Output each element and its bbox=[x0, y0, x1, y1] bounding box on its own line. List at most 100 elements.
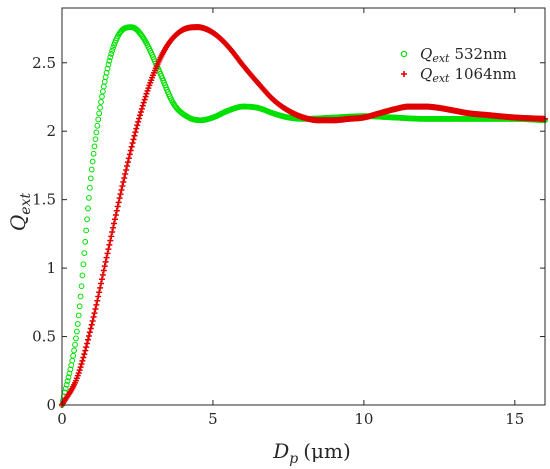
legend-subscript-1064nm: ext bbox=[432, 72, 450, 85]
point-532nm bbox=[95, 116, 102, 123]
point-532nm bbox=[96, 110, 103, 117]
point-1064nm bbox=[144, 87, 151, 94]
point-1064nm bbox=[81, 351, 88, 358]
point-1064nm bbox=[85, 333, 92, 340]
x-tick-label: 10 bbox=[354, 410, 373, 428]
point-1064nm bbox=[139, 102, 146, 109]
legend-name-532nm: 532nm bbox=[454, 45, 507, 63]
point-1064nm bbox=[136, 115, 143, 122]
point-1064nm bbox=[125, 155, 132, 162]
point-1064nm bbox=[131, 132, 138, 139]
x-tick-label: 0 bbox=[57, 410, 67, 428]
point-532nm bbox=[63, 381, 70, 388]
point-1064nm bbox=[103, 254, 110, 261]
point-532nm bbox=[70, 352, 77, 359]
point-1064nm bbox=[102, 258, 109, 265]
point-1064nm bbox=[86, 329, 93, 336]
point-1064nm bbox=[134, 122, 141, 129]
point-532nm bbox=[104, 65, 111, 72]
point-532nm bbox=[64, 378, 71, 384]
point-1064nm bbox=[108, 233, 115, 240]
point-1064nm bbox=[77, 364, 84, 371]
legend-name-1064nm: 1064nm bbox=[454, 65, 516, 83]
point-532nm bbox=[83, 227, 90, 234]
point-1064nm bbox=[137, 109, 144, 116]
point-1064nm bbox=[129, 140, 136, 147]
legend-marker-1064nm bbox=[401, 71, 407, 77]
point-1064nm bbox=[117, 191, 124, 198]
legend-label-1064nm: Qext 1064nm bbox=[420, 65, 517, 85]
point-1064nm bbox=[138, 105, 145, 112]
point-532nm bbox=[91, 143, 98, 150]
point-532nm bbox=[85, 205, 91, 212]
point-1064nm bbox=[79, 357, 86, 364]
point-532nm bbox=[90, 150, 97, 157]
point-1064nm bbox=[137, 112, 144, 119]
plot-frame bbox=[61, 7, 546, 406]
point-532nm bbox=[108, 51, 115, 57]
point-1064nm bbox=[93, 301, 100, 308]
x-tick-label: 15 bbox=[505, 410, 524, 428]
point-532nm bbox=[99, 93, 105, 100]
point-1064nm bbox=[84, 340, 91, 347]
y-axis-symbol: Q bbox=[6, 215, 30, 231]
point-532nm bbox=[87, 175, 94, 182]
point-1064nm bbox=[98, 276, 105, 283]
point-1064nm bbox=[80, 354, 87, 361]
point-532nm bbox=[62, 385, 69, 392]
point-532nm bbox=[73, 335, 79, 342]
point-532nm bbox=[82, 238, 89, 245]
point-1064nm bbox=[143, 90, 150, 97]
point-532nm bbox=[71, 347, 77, 354]
point-532nm bbox=[86, 194, 92, 201]
point-532nm bbox=[84, 216, 90, 223]
point-532nm bbox=[76, 303, 83, 310]
point-1064nm bbox=[132, 129, 139, 136]
point-1064nm bbox=[122, 170, 129, 177]
point-1064nm bbox=[105, 246, 112, 253]
x-axis-subscript: p bbox=[289, 451, 298, 467]
point-532nm bbox=[94, 122, 101, 129]
point-532nm bbox=[75, 312, 82, 319]
point-532nm bbox=[97, 104, 103, 111]
x-tick-label: 5 bbox=[208, 410, 218, 428]
point-532nm bbox=[79, 272, 86, 279]
point-1064nm bbox=[119, 182, 126, 189]
point-532nm bbox=[65, 374, 72, 381]
point-532nm bbox=[106, 57, 113, 64]
point-532nm bbox=[74, 321, 81, 327]
point-1064nm bbox=[88, 321, 95, 328]
legend-symbol-1064nm: Q bbox=[420, 65, 432, 83]
point-532nm bbox=[81, 250, 88, 256]
legend-subscript-532nm: ext bbox=[432, 52, 450, 65]
point-1064nm bbox=[104, 250, 111, 257]
point-532nm bbox=[93, 129, 100, 136]
point-1064nm bbox=[126, 151, 133, 158]
point-532nm bbox=[107, 54, 114, 61]
point-1064nm bbox=[76, 367, 83, 374]
point-532nm bbox=[110, 44, 116, 51]
point-532nm bbox=[73, 328, 80, 335]
point-1064nm bbox=[135, 118, 142, 125]
point-532nm bbox=[89, 158, 96, 165]
point-1064nm bbox=[94, 297, 101, 304]
point-1064nm bbox=[90, 314, 97, 321]
legend-label-532nm: Qext 532nm bbox=[420, 45, 507, 65]
point-1064nm bbox=[97, 284, 104, 291]
point-532nm bbox=[80, 261, 87, 268]
point-1064nm bbox=[96, 289, 103, 296]
point-1064nm bbox=[95, 293, 102, 300]
legend-marker-532nm bbox=[400, 50, 408, 58]
point-1064nm bbox=[142, 93, 149, 100]
point-1064nm bbox=[116, 195, 123, 202]
point-1064nm bbox=[124, 163, 131, 170]
point-1064nm bbox=[82, 347, 89, 354]
point-1064nm bbox=[89, 317, 96, 324]
point-532nm bbox=[72, 341, 78, 348]
series-1064nm bbox=[59, 24, 548, 408]
point-1064nm bbox=[110, 224, 117, 231]
y-axis-subscript: ext bbox=[18, 193, 34, 215]
point-1064nm bbox=[107, 237, 114, 244]
point-532nm bbox=[92, 136, 99, 143]
y-tick-label: 2.5 bbox=[32, 54, 56, 72]
